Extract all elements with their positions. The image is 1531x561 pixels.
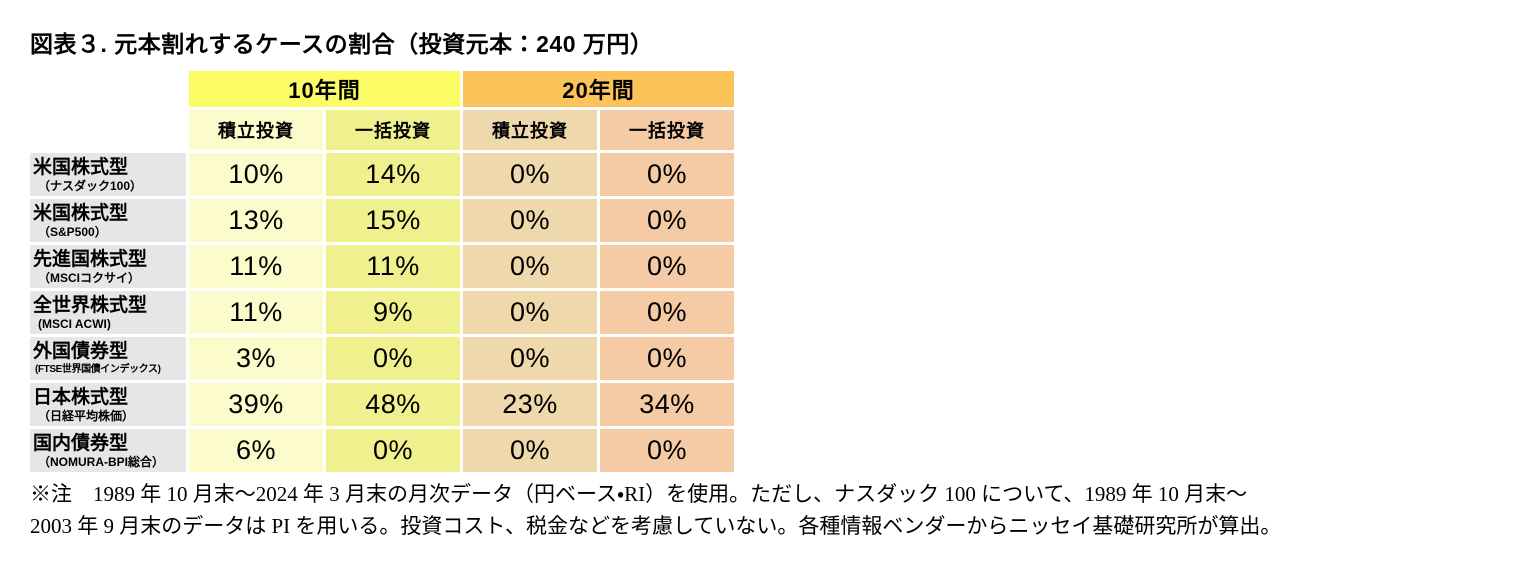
- row-label-cell: 日本株式型 （日経平均株価）: [30, 383, 186, 426]
- row-label-cell: 国内債券型 （NOMURA-BPI総合）: [30, 429, 186, 472]
- value-cell: 10%: [189, 153, 323, 196]
- column-group-header-20yr: 20年間: [463, 71, 734, 107]
- subheader-tsumitate-10yr: 積立投資: [189, 110, 323, 150]
- principal-loss-table: 10年間 20年間 積立投資 一括投資 積立投資 一括投資 米国株式型 （ナスダ…: [30, 71, 734, 472]
- row-sublabel: （NOMURA-BPI総合）: [38, 454, 164, 469]
- value-cell: 14%: [326, 153, 460, 196]
- value-cell: 39%: [189, 383, 323, 426]
- value-cell: 15%: [326, 199, 460, 242]
- row-sublabel: （ナスダック100）: [38, 178, 143, 193]
- row-label-cell: 米国株式型 （S&P500）: [30, 199, 186, 242]
- row-label-cell: 全世界株式型 (MSCI ACWI): [30, 291, 186, 334]
- value-cell: 0%: [326, 337, 460, 380]
- value-cell: 0%: [600, 245, 734, 288]
- value-cell: 3%: [189, 337, 323, 380]
- row-label: 全世界株式型: [33, 294, 148, 316]
- footnote: ※注 1989 年 10 月末～2024 年 3 月末の月次データ（円ベース・R…: [30, 478, 1511, 542]
- row-sublabel: （S&P500）: [38, 224, 107, 239]
- row-sublabel: (MSCI ACWI): [38, 316, 111, 331]
- value-cell: 0%: [463, 429, 597, 472]
- value-cell: 0%: [463, 199, 597, 242]
- row-label: 先進国株式型: [33, 248, 148, 270]
- figure-page: 図表３. 元本割れするケースの割合（投資元本：240 万円） 10年間 20年間…: [30, 31, 1511, 542]
- value-cell: 34%: [600, 383, 734, 426]
- value-cell: 23%: [463, 383, 597, 426]
- value-cell: 13%: [189, 199, 323, 242]
- value-cell: 0%: [600, 153, 734, 196]
- value-cell: 6%: [189, 429, 323, 472]
- value-cell: 11%: [189, 245, 323, 288]
- row-label: 米国株式型: [33, 156, 129, 178]
- corner-cell: [30, 110, 186, 150]
- value-cell: 0%: [463, 337, 597, 380]
- value-cell: 11%: [189, 291, 323, 334]
- row-sublabel: (FTSE世界国債インデックス): [35, 363, 161, 375]
- row-sublabel: （日経平均株価）: [38, 408, 135, 423]
- value-cell: 0%: [600, 199, 734, 242]
- subheader-tsumitate-20yr: 積立投資: [463, 110, 597, 150]
- footnote-line-1: ※注 1989 年 10 月末～2024 年 3 月末の月次データ（円ベース・R…: [30, 482, 1248, 506]
- value-cell: 0%: [463, 291, 597, 334]
- value-cell: 0%: [326, 429, 460, 472]
- subheader-ikkatsu-20yr: 一括投資: [600, 110, 734, 150]
- footnote-line-2: 2003 年 9 月末のデータは PI を用いる。投資コスト、税金などを考慮して…: [30, 514, 1282, 538]
- value-cell: 0%: [600, 291, 734, 334]
- value-cell: 0%: [463, 245, 597, 288]
- value-cell: 0%: [600, 337, 734, 380]
- subheader-ikkatsu-10yr: 一括投資: [326, 110, 460, 150]
- value-cell: 9%: [326, 291, 460, 334]
- row-label: 米国株式型: [33, 202, 129, 224]
- row-label-cell: 米国株式型 （ナスダック100）: [30, 153, 186, 196]
- column-group-header-10yr: 10年間: [189, 71, 460, 107]
- row-sublabel: （MSCIコクサイ）: [38, 270, 141, 285]
- value-cell: 11%: [326, 245, 460, 288]
- row-label-cell: 外国債券型 (FTSE世界国債インデックス): [30, 337, 186, 380]
- row-label: 国内債券型: [33, 432, 129, 454]
- value-cell: 48%: [326, 383, 460, 426]
- corner-cell: [30, 71, 186, 107]
- value-cell: 0%: [463, 153, 597, 196]
- row-label-cell: 先進国株式型 （MSCIコクサイ）: [30, 245, 186, 288]
- row-label: 日本株式型: [33, 386, 129, 408]
- figure-title: 図表３. 元本割れするケースの割合（投資元本：240 万円）: [30, 31, 654, 57]
- value-cell: 0%: [600, 429, 734, 472]
- row-label: 外国債券型: [33, 340, 129, 362]
